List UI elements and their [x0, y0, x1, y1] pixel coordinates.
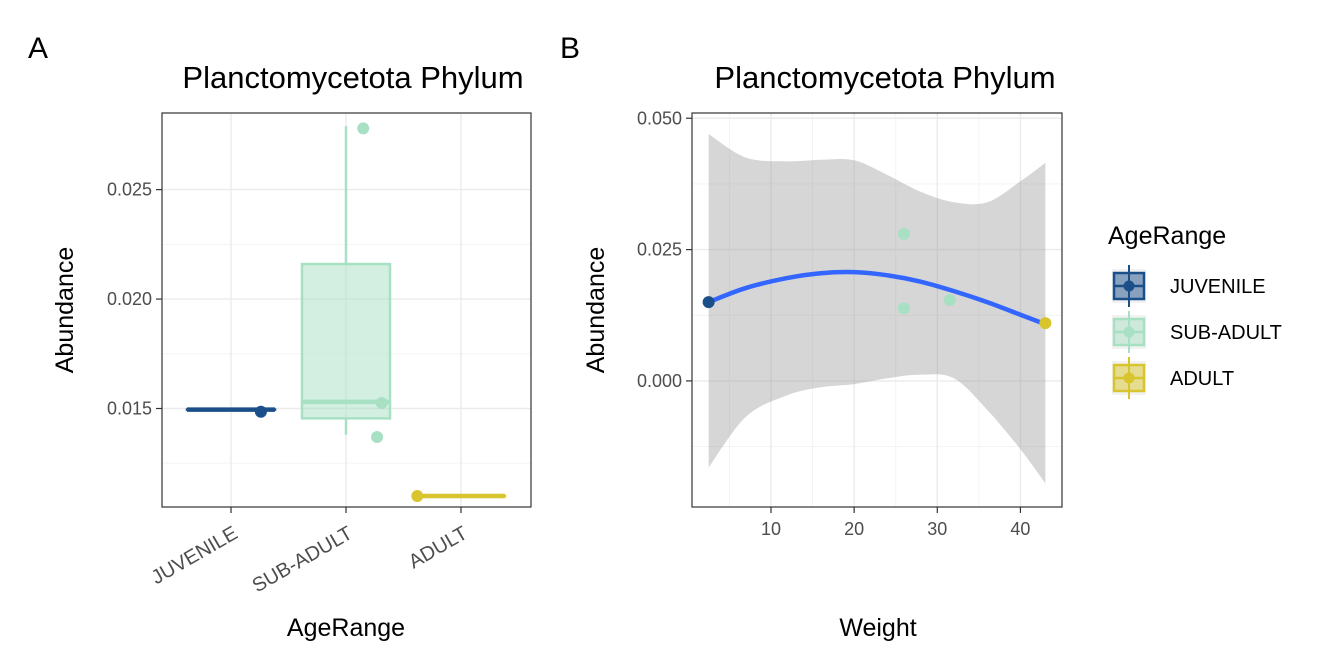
legend: JUVENILE SUB-ADULT ADULT: [1112, 265, 1282, 399]
data-point: [898, 227, 911, 240]
panel-b-x-axis-title: Weight: [839, 614, 916, 642]
x-tick-label: 30: [927, 519, 947, 539]
y-tick-label: 0.025: [637, 240, 682, 260]
data-point: [357, 122, 370, 135]
smooth-line: [707, 269, 1047, 327]
legend-key-point: [1123, 372, 1135, 384]
y-tick-label: 0.020: [107, 289, 152, 309]
legend-key-juvenile: [1112, 265, 1146, 307]
legend-key-adult: [1112, 357, 1146, 399]
data-point: [371, 430, 384, 443]
panel-a-tag: A: [28, 32, 48, 65]
legend-label: ADULT: [1170, 368, 1234, 390]
y-tick-label: 0.015: [107, 399, 152, 419]
legend-label: JUVENILE: [1170, 276, 1266, 298]
box-sub-adult: [300, 126, 392, 435]
legend-key-point: [1123, 326, 1135, 338]
x-tick-label: 40: [1010, 519, 1030, 539]
y-tick-label: 0.025: [107, 180, 152, 200]
data-point: [943, 294, 956, 307]
panel-a-x-axis-title: AgeRange: [287, 614, 405, 642]
legend-title: AgeRange: [1108, 222, 1226, 250]
legend-key-point: [1123, 280, 1135, 292]
panel-b-y-axis-title: Abundance: [582, 247, 610, 374]
data-point: [898, 302, 911, 315]
panel-border: [691, 112, 1063, 508]
y-tick-label: 0.000: [637, 371, 682, 391]
data-point: [1039, 317, 1052, 330]
x-tick-label: 10: [761, 519, 781, 539]
data-point: [411, 490, 424, 503]
panel-b-tag: B: [560, 32, 580, 65]
x-tick-label: 20: [844, 519, 864, 539]
panel-a-title: Planctomycetota Phylum: [182, 60, 523, 95]
confidence-band: [708, 134, 1046, 484]
data-point: [702, 296, 715, 309]
data-point: [375, 397, 388, 410]
panel-b-plot: 0.000 0.025 0.050 10 20 30 40: [637, 108, 1063, 539]
legend-key-sub-adult: [1112, 311, 1146, 353]
panel-b-title: Planctomycetota Phylum: [714, 60, 1055, 95]
panel-a-y-axis-title: Abundance: [51, 247, 79, 374]
y-tick-label: 0.050: [637, 108, 682, 128]
data-point: [254, 405, 267, 418]
box-body: [300, 262, 392, 420]
legend-label: SUB-ADULT: [1170, 322, 1282, 344]
